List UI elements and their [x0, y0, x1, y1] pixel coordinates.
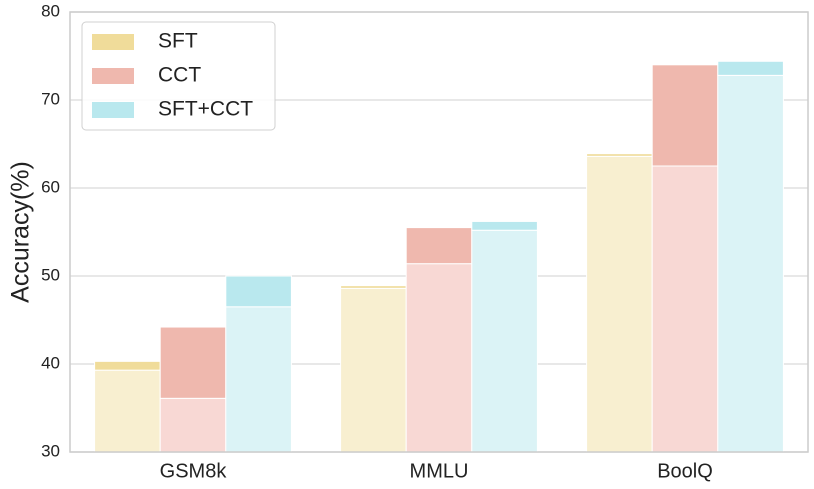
- bar-gain: [586, 153, 653, 157]
- legend-label: SFT: [158, 30, 198, 53]
- bar-gain: [225, 275, 292, 308]
- x-tick-label: BoolQ: [657, 460, 713, 482]
- y-tick-label: 70: [41, 89, 60, 108]
- x-tick-label: MMLU: [410, 460, 469, 482]
- bar-gain: [471, 220, 538, 231]
- bar-base: [405, 263, 473, 453]
- y-axis-label: Accuracy(%): [7, 161, 35, 303]
- legend-swatch: [92, 34, 134, 50]
- legend-swatch: [92, 102, 134, 118]
- bar-gain: [159, 326, 227, 399]
- bar-base: [94, 369, 161, 453]
- y-tick-label: 50: [41, 265, 60, 284]
- bar-gain: [94, 360, 161, 371]
- y-tick-label: 30: [41, 441, 60, 460]
- bar-base: [471, 229, 538, 453]
- bar-gain: [717, 60, 784, 76]
- y-tick-label: 80: [41, 1, 60, 20]
- plot-frame: [69, 11, 809, 453]
- bar-base: [225, 306, 292, 453]
- bar-base: [159, 397, 227, 453]
- bar-base: [340, 287, 407, 453]
- bar-base: [651, 165, 719, 453]
- legend-label: CCT: [158, 64, 201, 87]
- y-tick-label: 40: [41, 353, 60, 372]
- bar-gain: [651, 64, 719, 167]
- bar-gain: [340, 285, 407, 289]
- legend-swatch: [92, 68, 134, 84]
- y-tick-label: 60: [41, 177, 60, 196]
- legend-label: SFT+CCT: [158, 98, 253, 121]
- x-tick-label: GSM8k: [160, 460, 228, 482]
- bar-base: [717, 74, 784, 453]
- bar-base: [586, 155, 653, 453]
- bar-gain: [405, 227, 473, 265]
